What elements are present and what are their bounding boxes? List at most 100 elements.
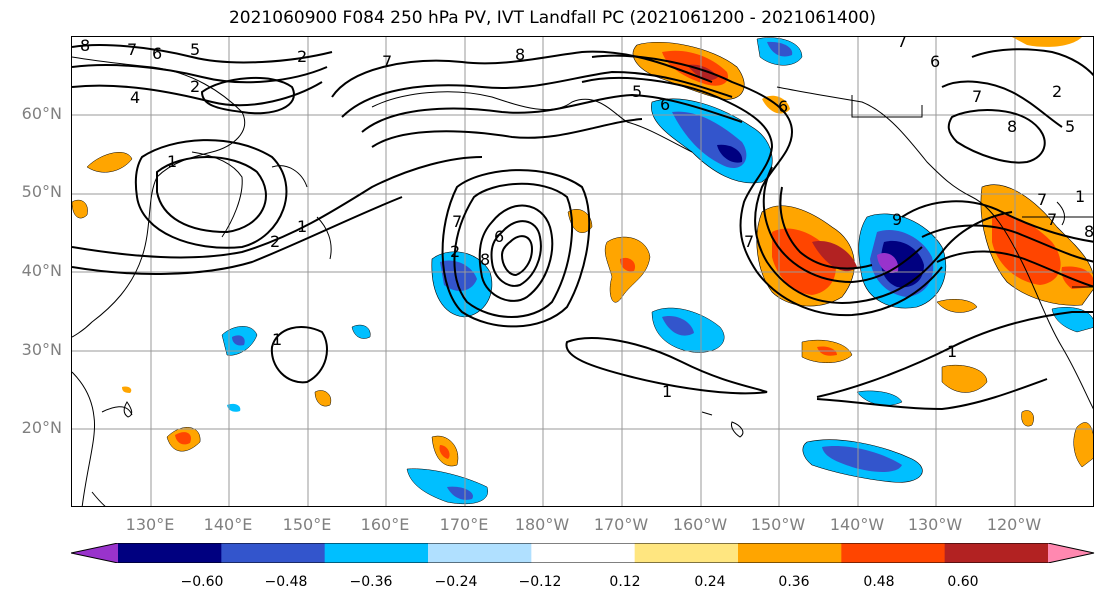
lon-label: 150°W [750, 515, 806, 534]
contour-label: 6 [778, 97, 788, 116]
lon-label: 140°E [203, 515, 253, 534]
negative-anomaly [856, 390, 903, 406]
contour-label: 6 [930, 52, 940, 71]
contour-label-group: 8 7 6 5 2 7 8 5 6 6 7 7 4 1 2 1 1 8 7 2 … [80, 37, 1094, 401]
colorbar-tick: 0.12 [609, 574, 641, 590]
lon-label: 170°E [439, 515, 489, 534]
contour-label: 7 [1037, 190, 1047, 209]
contour-label: 1 [947, 342, 957, 361]
contour-label: 4 [130, 88, 140, 107]
positive-anomaly-core [175, 432, 191, 445]
map-title: 2021060900 F084 250 hPa PV, IVT Landfall… [228, 8, 876, 28]
contour-label: 1 [1075, 187, 1085, 206]
colorbar-tick: −0.48 [264, 574, 308, 590]
colorbar-segment [324, 543, 429, 563]
positive-anomaly-core [620, 257, 636, 272]
contour-label: 5 [632, 82, 642, 101]
positive-anomaly [314, 390, 332, 407]
negative-anomaly [227, 403, 241, 412]
negative-anomaly-core [767, 41, 793, 57]
colorbar-segment [118, 543, 222, 563]
positive-anomaly [72, 199, 88, 219]
contour-label: 1 [272, 330, 282, 349]
positive-anomaly [86, 152, 133, 173]
contour-label: 8 [1084, 222, 1094, 241]
negative-anomaly-core2 [717, 144, 743, 163]
lon-label: 170°W [593, 515, 649, 534]
colorbar-segment [841, 543, 946, 563]
contour-label: 8 [80, 37, 90, 55]
contour-label: 2 [1052, 82, 1062, 101]
lon-label: 140°W [829, 515, 885, 534]
lat-label-20n: 20°N [21, 418, 62, 437]
map-panel: 8 7 6 5 2 7 8 5 6 6 7 7 4 1 2 1 1 8 7 2 … [71, 36, 1094, 507]
colorbar-tick: −0.60 [180, 574, 224, 590]
colorbar [71, 543, 1095, 563]
positive-anomaly [941, 364, 988, 393]
contour-label: 1 [297, 217, 307, 236]
contour-label: 9 [892, 210, 902, 229]
lon-label: 160°E [360, 515, 410, 534]
positive-anomaly [1012, 37, 1082, 47]
contour-label: 7 [897, 37, 907, 51]
contour-label: 7 [127, 40, 137, 59]
lat-label-30n: 30°N [21, 340, 62, 359]
colorbar-segment [531, 543, 636, 563]
contour-label: 7 [452, 212, 462, 231]
negative-anomaly-core [662, 316, 694, 336]
map-canvas: 8 7 6 5 2 7 8 5 6 6 7 7 4 1 2 1 1 8 7 2 … [72, 37, 1094, 506]
contour-label: 8 [480, 250, 490, 269]
contour-label: 7 [744, 232, 754, 251]
negative-anomaly-core [440, 260, 477, 291]
negative-anomaly-core3 [877, 252, 899, 274]
contour-label: 8 [515, 45, 525, 64]
negative-anomaly-core [822, 446, 902, 472]
colorbar-segment [738, 543, 842, 563]
positive-anomaly [1073, 422, 1093, 468]
colorbar-extend-min [71, 543, 118, 563]
contour-label: 7 [1047, 210, 1057, 229]
contour-label: 1 [167, 152, 177, 171]
colorbar-segment [428, 543, 532, 563]
colorbar-tick: −0.24 [434, 574, 478, 590]
positive-anomaly-core [439, 445, 450, 459]
colorbar-outline [71, 543, 1095, 563]
pv-contours [72, 44, 1093, 411]
lon-label: 130°W [907, 515, 963, 534]
contour-label: 2 [297, 47, 307, 66]
lat-label-40n: 40°N [21, 261, 62, 280]
lon-label: 180°W [514, 515, 570, 534]
colorbar-segment [634, 543, 739, 563]
contour-label: 8 [1007, 117, 1017, 136]
lon-label: 160°W [672, 515, 728, 534]
contour-label: 7 [972, 87, 982, 106]
lon-label: 150°E [282, 515, 332, 534]
contour-label: 6 [660, 95, 670, 114]
contour-label: 1 [662, 382, 672, 401]
colorbar-tick: 0.60 [947, 574, 979, 590]
contour-label: 2 [450, 242, 460, 261]
contour-label: 7 [382, 52, 392, 71]
colorbar-tick: 0.48 [863, 574, 895, 590]
positive-anomaly [936, 299, 978, 313]
negative-anomaly [406, 468, 488, 505]
lat-label-50n: 50°N [21, 182, 62, 201]
colorbar-segment [944, 543, 1049, 563]
lat-label-60n: 60°N [21, 104, 62, 123]
negative-anomaly-core [447, 486, 473, 500]
colorbar-tick: 0.36 [778, 574, 810, 590]
colorbar-segment [221, 543, 326, 563]
contour-label: 6 [494, 227, 504, 246]
contour-label: 6 [152, 44, 162, 63]
graticule [72, 37, 1093, 506]
colorbar-tick: −0.36 [349, 574, 393, 590]
lon-label: 130°E [125, 515, 175, 534]
negative-anomaly-core [232, 335, 245, 346]
positive-anomaly [567, 209, 593, 233]
colorbar-tick: −0.12 [518, 574, 562, 590]
contour-label: 2 [270, 232, 280, 251]
colorbar-segments [71, 543, 1094, 563]
contour-label: 5 [1065, 117, 1075, 136]
positive-anomaly [122, 386, 132, 393]
contour-label: 2 [190, 77, 200, 96]
